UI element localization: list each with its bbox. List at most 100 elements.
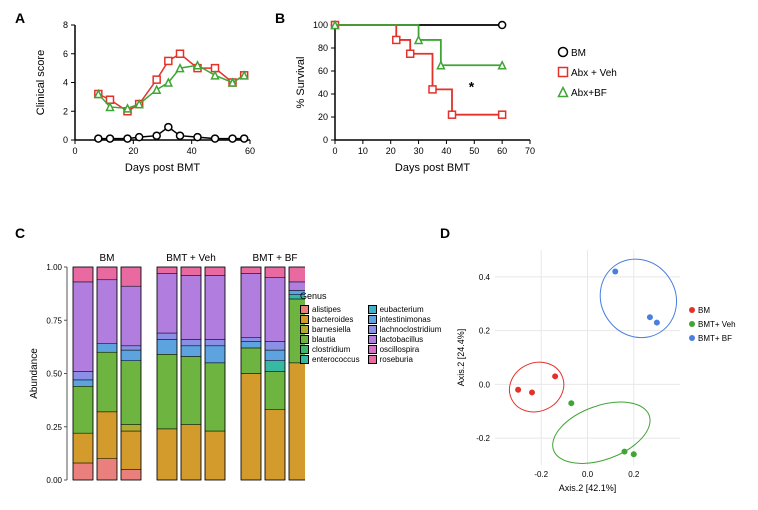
genus-item: eubacterium [368, 305, 442, 314]
genus-swatch [300, 325, 309, 334]
svg-text:30: 30 [414, 146, 424, 156]
svg-text:% Survival: % Survival [295, 57, 307, 109]
chart-clinical-score: 0 20 40 60 0 2 4 6 8 Days post BMT Clinical score [30, 15, 260, 175]
svg-text:Clinical score: Clinical score [35, 50, 47, 115]
genus-legend-title: Genus [300, 291, 327, 301]
svg-text:10: 10 [358, 146, 368, 156]
svg-text:0.0: 0.0 [479, 380, 491, 389]
panel-label-b: B [275, 10, 285, 26]
svg-text:0.4: 0.4 [479, 273, 491, 282]
genus-label: alistipes [312, 305, 341, 314]
genus-item: bacteroides [300, 315, 360, 324]
svg-text:0: 0 [72, 146, 77, 156]
svg-text:20: 20 [318, 112, 328, 122]
svg-text:0.00: 0.00 [46, 476, 62, 485]
svg-text:40: 40 [187, 146, 197, 156]
genus-label: bacteroides [312, 315, 353, 324]
svg-text:0.25: 0.25 [46, 423, 62, 432]
legend-ab: BM Abx + Veh Abx+BF [555, 45, 617, 105]
svg-text:60: 60 [497, 146, 507, 156]
genus-label: lactobacillus [380, 335, 424, 344]
genus-label: eubacterium [380, 305, 424, 314]
svg-text:Days post BMT: Days post BMT [125, 162, 200, 174]
svg-text:BMT+ BF: BMT+ BF [698, 334, 732, 343]
genus-label: lachnoclostridium [380, 325, 442, 334]
chart-survival: 0 10 20 30 40 50 60 70 0 20 40 60 80 100 Days post BMT… [290, 15, 540, 175]
genus-label: oscillospira [380, 345, 420, 354]
svg-text:0.2: 0.2 [479, 327, 491, 336]
genus-swatch [300, 335, 309, 344]
svg-text:-0.2: -0.2 [534, 470, 548, 479]
genus-swatch [368, 305, 377, 314]
genus-item: blautia [300, 335, 360, 344]
svg-text:-0.2: -0.2 [476, 434, 490, 443]
svg-text:BM: BM [100, 253, 115, 264]
genus-item: enterococcus [300, 355, 360, 364]
panel-label-d: D [440, 225, 450, 241]
svg-text:2: 2 [63, 106, 68, 116]
genus-item: barnesiella [300, 325, 360, 334]
svg-text:60: 60 [318, 66, 328, 76]
genus-swatch [368, 355, 377, 364]
legend-item: BM [555, 45, 617, 62]
genus-swatch [300, 305, 309, 314]
svg-text:BMT+ Veh: BMT+ Veh [698, 320, 736, 329]
genus-item: lactobacillus [368, 335, 442, 344]
genus-label: roseburia [380, 355, 413, 364]
svg-text:Abundance: Abundance [29, 348, 40, 399]
genus-swatch [368, 315, 377, 324]
legend-label: BM [571, 48, 586, 59]
svg-text:0: 0 [63, 135, 68, 145]
svg-text:6: 6 [63, 49, 68, 59]
genus-item: lachnoclostridium [368, 325, 442, 334]
genus-item: roseburia [368, 355, 442, 364]
svg-text:40: 40 [441, 146, 451, 156]
legend-item: Abx + Veh [555, 65, 617, 82]
svg-text:BMT + Veh: BMT + Veh [166, 253, 216, 264]
svg-text:*: * [469, 79, 475, 95]
legend-item: Abx+BF [555, 85, 617, 102]
genus-item: intestinimonas [368, 315, 442, 324]
genus-swatch [368, 325, 377, 334]
svg-text:100: 100 [313, 20, 328, 30]
genus-swatch [368, 345, 377, 354]
genus-swatch [300, 315, 309, 324]
genus-legend: Genusalistipesbacteroidesbarnesiellablau… [300, 305, 449, 365]
svg-text:20: 20 [386, 146, 396, 156]
genus-label: intestinimonas [380, 315, 431, 324]
svg-text:BMT + BF: BMT + BF [252, 253, 297, 264]
svg-text:Days post BMT: Days post BMT [395, 162, 470, 174]
svg-text:Axis.2 [24.4%]: Axis.2 [24.4%] [456, 329, 466, 387]
chart-abundance: 0.000.250.500.751.00AbundanceBMBMT + Veh… [25, 245, 425, 495]
svg-text:0.0: 0.0 [582, 470, 594, 479]
genus-swatch [300, 355, 309, 364]
legend-label: Abx + Veh [571, 68, 617, 79]
genus-label: enterococcus [312, 355, 360, 364]
genus-swatch [368, 335, 377, 344]
svg-text:40: 40 [318, 89, 328, 99]
svg-text:Axis.2 [42.1%]: Axis.2 [42.1%] [559, 483, 617, 493]
svg-text:0.2: 0.2 [628, 470, 640, 479]
genus-item: alistipes [300, 305, 360, 314]
genus-item: clostridium [300, 345, 360, 354]
chart-pca: -0.2 0.0 0.2 -0.2 0.0 0.2 0.4 Axis.2 [42.1%] Axi… [450, 240, 745, 495]
svg-text:4: 4 [63, 78, 68, 88]
svg-text:BM: BM [698, 306, 710, 315]
svg-text:70: 70 [525, 146, 535, 156]
svg-text:60: 60 [245, 146, 255, 156]
svg-text:0: 0 [332, 146, 337, 156]
svg-text:0.50: 0.50 [46, 370, 62, 379]
figure: A B C D 0 20 40 60 0 2 4 6 8 Days post BMT Clinica… [10, 10, 748, 500]
genus-label: blautia [312, 335, 336, 344]
genus-item: oscillospira [368, 345, 442, 354]
genus-swatch [300, 345, 309, 354]
panel-label-a: A [15, 10, 25, 26]
svg-text:50: 50 [469, 146, 479, 156]
svg-text:80: 80 [318, 43, 328, 53]
legend-label: Abx+BF [571, 88, 607, 99]
svg-text:20: 20 [128, 146, 138, 156]
genus-label: barnesiella [312, 325, 351, 334]
svg-text:8: 8 [63, 20, 68, 30]
svg-text:0: 0 [323, 135, 328, 145]
panel-label-c: C [15, 225, 25, 241]
